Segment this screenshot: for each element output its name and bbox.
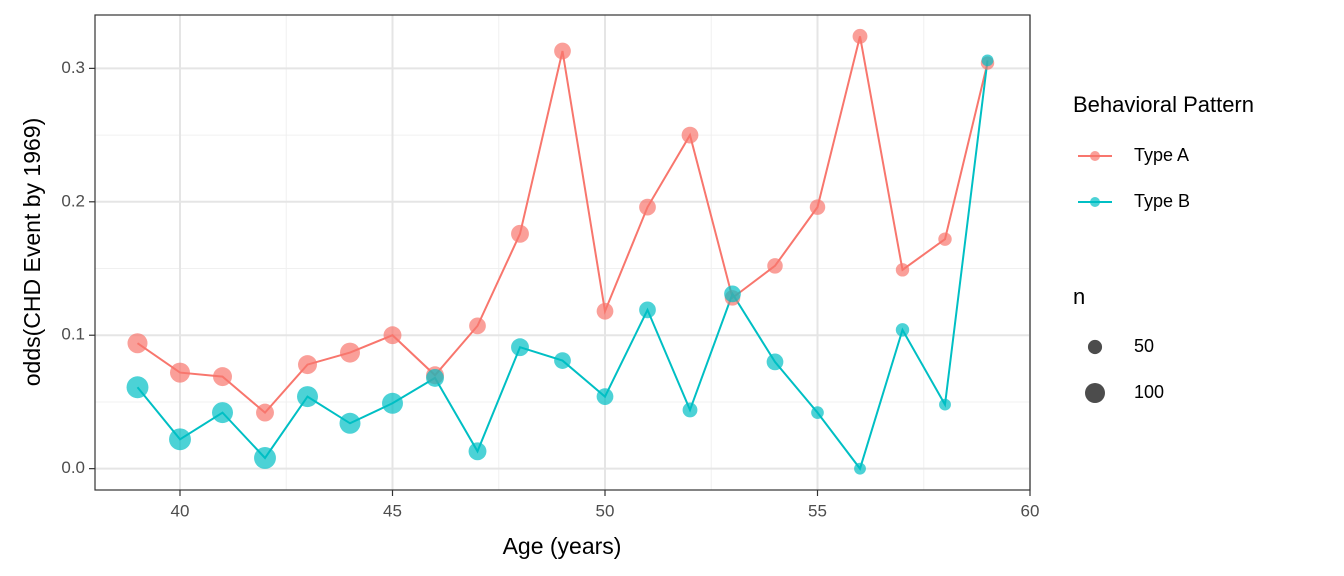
point bbox=[639, 198, 656, 216]
point bbox=[298, 355, 317, 375]
y-axis-title: odds(CHD Event by 1969) bbox=[19, 118, 45, 386]
point bbox=[126, 376, 149, 399]
point bbox=[767, 258, 783, 274]
size-legend-label: 100 bbox=[1134, 382, 1164, 402]
point bbox=[254, 447, 276, 469]
point bbox=[596, 388, 614, 405]
point bbox=[554, 42, 571, 60]
x-tick-label: 40 bbox=[171, 501, 190, 520]
point bbox=[639, 301, 656, 319]
panel-border bbox=[94, 14, 1031, 491]
y-tick-label: 0.2 bbox=[61, 191, 85, 210]
point bbox=[939, 398, 951, 411]
point bbox=[297, 386, 318, 408]
point bbox=[340, 342, 360, 363]
point bbox=[766, 353, 784, 371]
point bbox=[213, 367, 232, 387]
legend-title: Behavioral Pattern bbox=[1073, 92, 1254, 117]
point bbox=[383, 326, 402, 345]
point bbox=[256, 403, 274, 422]
size-legend-label: 50 bbox=[1134, 336, 1154, 356]
point bbox=[468, 442, 487, 461]
x-axis-title: Age (years) bbox=[503, 533, 622, 559]
legend-label: Type B bbox=[1134, 191, 1190, 211]
point bbox=[938, 232, 952, 246]
point bbox=[469, 317, 486, 335]
point bbox=[382, 392, 403, 414]
size-legend-point bbox=[1087, 339, 1103, 355]
point bbox=[127, 333, 148, 354]
point bbox=[169, 428, 191, 451]
point bbox=[212, 402, 233, 424]
legend-point bbox=[1090, 151, 1100, 161]
point bbox=[854, 462, 866, 475]
size-legend-title: n bbox=[1073, 284, 1085, 309]
point bbox=[554, 352, 571, 369]
point bbox=[511, 338, 529, 357]
x-tick-label: 45 bbox=[383, 501, 402, 520]
y-tick-label: 0.1 bbox=[61, 325, 85, 344]
point bbox=[170, 362, 190, 383]
legend-point bbox=[1090, 197, 1100, 207]
point bbox=[811, 406, 824, 419]
y-tick-label: 0.3 bbox=[61, 58, 85, 77]
point bbox=[852, 28, 868, 44]
x-tick-label: 50 bbox=[596, 501, 615, 520]
x-tick-label: 60 bbox=[1021, 501, 1040, 520]
point bbox=[339, 412, 361, 434]
x-tick-label: 55 bbox=[808, 501, 827, 520]
point bbox=[681, 126, 699, 144]
legend-label: Type A bbox=[1134, 145, 1189, 165]
point bbox=[596, 302, 614, 320]
size-legend-point bbox=[1085, 383, 1105, 403]
y-tick-label: 0.0 bbox=[61, 458, 85, 477]
point bbox=[895, 323, 910, 337]
point bbox=[981, 54, 994, 67]
point bbox=[426, 368, 444, 387]
point bbox=[895, 263, 910, 277]
point bbox=[724, 285, 741, 303]
point bbox=[511, 224, 529, 243]
point bbox=[682, 402, 698, 418]
point bbox=[809, 199, 826, 215]
